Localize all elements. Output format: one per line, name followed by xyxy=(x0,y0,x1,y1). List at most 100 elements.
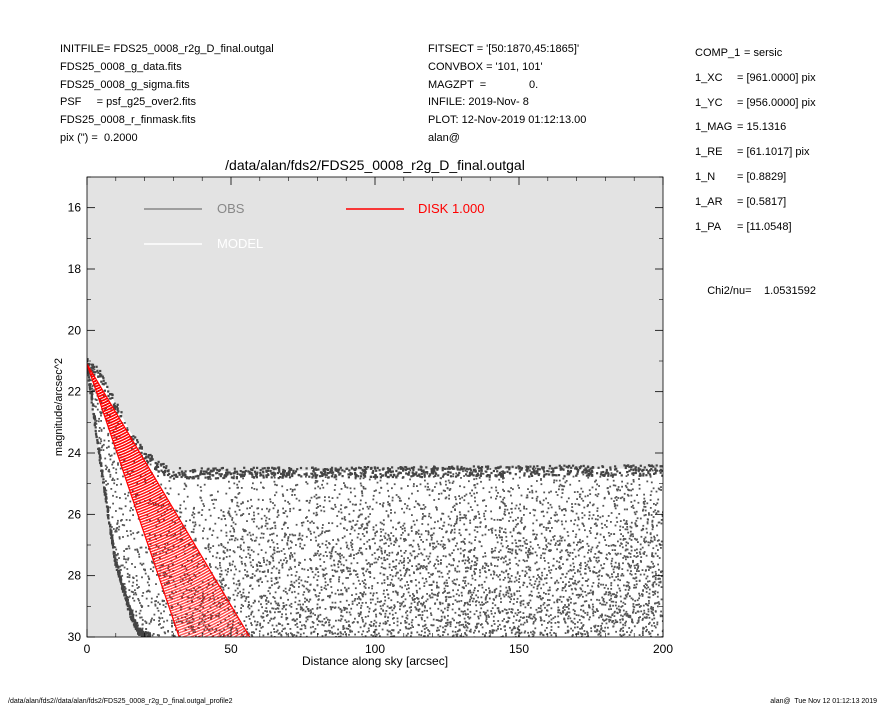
obs-point xyxy=(508,617,511,619)
obs-point xyxy=(287,536,290,538)
obs-point xyxy=(350,562,353,565)
obs-point xyxy=(535,638,537,640)
obs-point xyxy=(608,576,611,579)
obs-point xyxy=(355,553,358,555)
obs-point xyxy=(439,481,442,484)
obs-point xyxy=(603,619,605,622)
obs-point xyxy=(433,564,435,567)
obs-point xyxy=(253,518,256,520)
obs-point xyxy=(319,606,321,609)
obs-point xyxy=(331,633,334,635)
obs-point xyxy=(244,569,246,571)
obs-point xyxy=(297,538,300,541)
obs-point xyxy=(451,538,454,541)
obs-point xyxy=(99,442,102,445)
obs-point xyxy=(337,589,339,592)
header-left: INITFILE= FDS25_0008_r2g_D_final.outgal F… xyxy=(60,41,274,148)
obs-point xyxy=(188,596,190,599)
obs-point xyxy=(362,595,364,598)
obs-point xyxy=(615,499,618,501)
obs-point xyxy=(431,574,434,576)
obs-point xyxy=(408,627,411,630)
obs-point xyxy=(167,630,169,633)
obs-point xyxy=(548,620,551,623)
obs-point xyxy=(239,555,241,558)
obs-point xyxy=(614,610,616,613)
obs-point xyxy=(643,493,645,496)
obs-point xyxy=(622,535,624,537)
obs-point xyxy=(106,412,109,415)
obs-point xyxy=(270,602,272,605)
obs-point xyxy=(560,600,563,603)
obs-point xyxy=(619,595,622,598)
obs-point xyxy=(546,604,549,607)
obs-point xyxy=(525,547,528,549)
obs-point xyxy=(273,549,276,552)
obs-point xyxy=(123,550,125,552)
obs-point xyxy=(267,632,270,635)
obs-point xyxy=(503,490,505,492)
obs-point xyxy=(469,616,472,619)
obs-point xyxy=(228,512,231,515)
obs-point xyxy=(497,558,499,561)
obs-point xyxy=(500,542,503,545)
obs-point xyxy=(419,536,421,538)
obs-point xyxy=(345,577,348,579)
obs-point xyxy=(548,615,550,618)
obs-point xyxy=(532,615,535,618)
obs-point xyxy=(193,593,196,596)
obs-point xyxy=(387,503,390,506)
obs-point xyxy=(535,490,538,493)
obs-point xyxy=(359,583,361,585)
obs-point xyxy=(260,549,263,551)
obs-point xyxy=(550,549,552,552)
obs-point xyxy=(639,543,642,546)
obs-point xyxy=(449,623,452,625)
obs-point xyxy=(400,574,402,577)
obs-point xyxy=(254,539,257,542)
obs-point xyxy=(456,518,458,521)
obs-point xyxy=(278,585,281,588)
obs-point xyxy=(324,634,327,637)
obs-point xyxy=(331,547,334,549)
obs-point xyxy=(368,607,371,610)
obs-point xyxy=(440,492,443,495)
obs-point xyxy=(625,521,628,524)
obs-point xyxy=(510,598,512,601)
obs-point xyxy=(389,584,391,586)
obs-point xyxy=(659,615,662,618)
obs-point xyxy=(484,601,487,604)
obs-point xyxy=(507,550,510,553)
obs-point xyxy=(272,557,274,560)
obs-point xyxy=(491,548,493,550)
obs-point xyxy=(575,533,578,536)
obs-point xyxy=(493,599,495,601)
obs-point xyxy=(468,480,470,483)
obs-point xyxy=(355,523,358,526)
obs-point xyxy=(410,606,412,608)
obs-point xyxy=(288,589,291,592)
obs-point xyxy=(456,565,459,568)
obs-point xyxy=(447,604,450,606)
obs-point xyxy=(424,631,426,634)
obs-point xyxy=(308,589,311,592)
obs-point xyxy=(238,584,241,587)
obs-point xyxy=(286,515,289,518)
obs-point xyxy=(271,607,274,610)
obs-point xyxy=(533,533,536,536)
obs-point xyxy=(149,568,152,570)
obs-point xyxy=(309,499,311,502)
obs-point xyxy=(569,617,572,620)
obs-point xyxy=(186,495,189,498)
obs-point xyxy=(351,630,353,633)
obs-point xyxy=(486,601,489,603)
obs-point xyxy=(656,621,659,624)
obs-point xyxy=(513,615,515,618)
obs-point xyxy=(164,571,167,574)
obs-point xyxy=(102,475,105,478)
obs-point xyxy=(523,526,526,529)
obs-point xyxy=(512,603,515,605)
obs-point xyxy=(204,518,207,521)
obs-point xyxy=(93,368,96,371)
obs-point xyxy=(339,522,342,525)
